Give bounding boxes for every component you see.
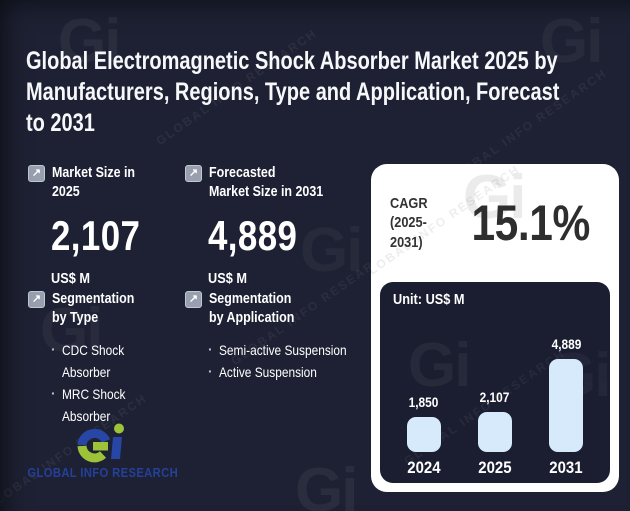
segmentation-by-application: ↗ Segmentation by Application Semi-activ… [185,290,385,383]
list-item: Semi-active Suspension [208,338,414,361]
company-logo: GLOBAL INFO RESEARCH [18,422,188,480]
cagr-chart-panel: Gi GLOBAL INFO RESEARCH CAGR (2025- 2031… [371,164,619,492]
watermark-logo: Gi [295,456,358,511]
bar-group: 1,850 2024 2,107 2025 4,889 2031 [388,336,602,478]
bar [406,417,441,452]
list-item-text: Semi-active Suspension [219,342,347,358]
bar-column: 1,850 2024 [405,394,443,478]
stat-unit: US$ M [208,270,375,287]
cagr-label: CAGR (2025- 2031) [390,194,428,251]
bar-value-label: 4,889 [551,336,582,352]
segmentation-by-type: ↗ Segmentation by Type CDC Shock Absorbe… [28,290,188,427]
page-title: Global Electromagnetic Shock Absorber Ma… [26,47,560,137]
bar-chart: Gi GLOBAL INFO RESEARCH Gi Unit: US$ M 1… [380,282,610,483]
bar-value-label: 1,850 [408,394,439,410]
trend-arrow-icon: ↗ [28,291,45,308]
list-item: Active Suspension [208,360,414,383]
gi-logo-mark [77,423,124,463]
stat-unit-text: US$ M [51,270,90,287]
trend-arrow-icon: ↗ [185,291,202,308]
stat-market-size-2025: ↗ Market Size in 2025 2,107 US$ M [28,164,188,287]
logo-text: GLOBAL INFO RESEARCH [27,466,179,480]
segmentation-label: Segmentation by Application [209,290,295,326]
segmentation-list: Semi-active Suspension Active Suspension [208,338,385,383]
stat-label: Market Size in 2025 [52,164,136,200]
stat-label: Forecasted Market Size in 2031 [209,164,324,200]
bar-year-label: 2031 [549,458,583,477]
list-item-text: MRC Shock Absorber [62,386,126,424]
bar-value-label: 2,107 [480,389,510,405]
list-item: CDC Shock Absorber [51,338,180,383]
bar [477,412,512,452]
bar-column: 4,889 2031 [547,336,585,478]
list-item-text: Active Suspension [219,364,317,380]
stat-value: 2,107 [51,212,141,259]
cagr-value: 15.1% [454,194,607,252]
stat-forecast-size-2031: ↗ Forecasted Market Size in 2031 4,889 U… [185,164,375,287]
chart-unit-label: Unit: US$ M [393,291,465,308]
bar [549,359,584,452]
cagr-value-text: 15.1% [471,195,590,251]
cagr-section: Gi GLOBAL INFO RESEARCH CAGR (2025- 2031… [371,164,619,282]
trend-arrow-icon: ↗ [185,165,202,182]
segmentation-list: CDC Shock Absorber MRC Shock Absorber [51,338,188,427]
stat-value: 4,889 [208,212,298,259]
segmentation-label: Segmentation by Type [52,290,135,326]
bar-column: 2,107 2025 [476,389,514,478]
stat-unit-text: US$ M [208,270,247,287]
list-item-text: CDC Shock Absorber [62,342,125,380]
stat-unit: US$ M [51,270,188,287]
list-item: MRC Shock Absorber [51,382,180,427]
bar-year-label: 2024 [407,458,441,477]
bar-year-label: 2025 [478,458,512,477]
trend-arrow-icon: ↗ [28,165,45,182]
